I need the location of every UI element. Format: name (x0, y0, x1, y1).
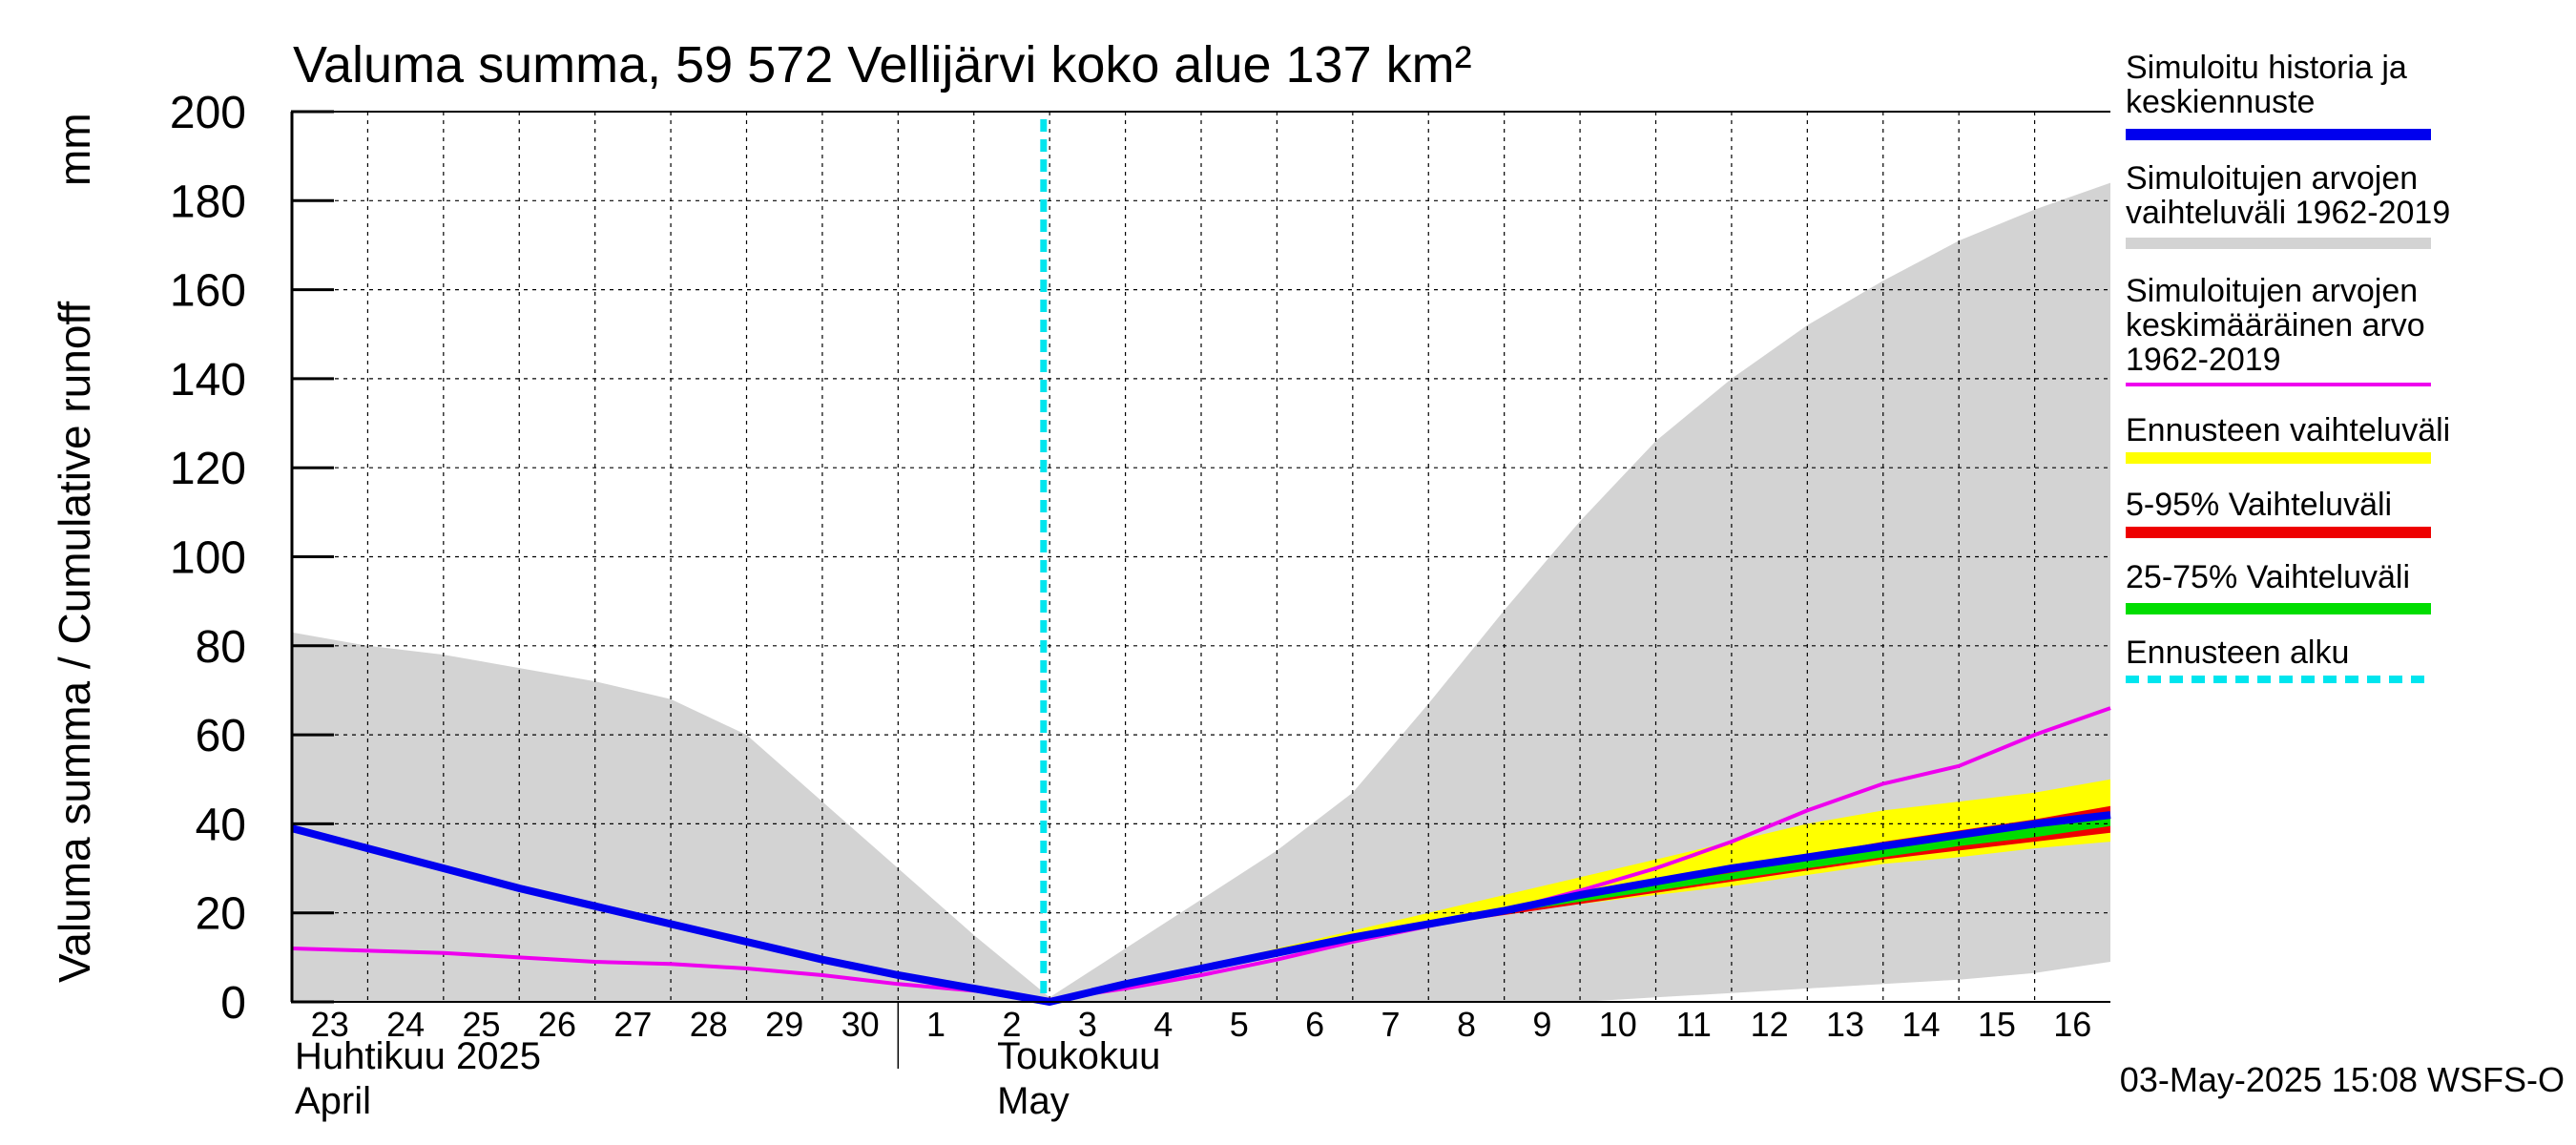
x-tick-label: 26 (538, 1005, 576, 1044)
legend-label: 5-95% Vaihteluväli (2126, 487, 2392, 523)
footer-timestamp: 03-May-2025 15:08 WSFS-O (2120, 1060, 2565, 1099)
x-tick-label: 7 (1381, 1005, 1401, 1044)
legend-label: Ennusteen alku (2126, 635, 2349, 671)
series-history-line (290, 811, 2111, 1006)
x-tick-label: 14 (1901, 1005, 1940, 1044)
x-tick-label: 3 (1078, 1005, 1097, 1044)
y-axis-unit: mm (50, 113, 99, 186)
x-tick-label: 6 (1305, 1005, 1324, 1044)
legend-label: keskimääräinen arvo (2126, 307, 2425, 344)
legend-label: vaihteluväli 1962-2019 (2126, 195, 2450, 231)
legend-label: Ennusteen vaihteluväli (2126, 412, 2450, 448)
month-label-fi: Huhtikuu 2025 (295, 1035, 541, 1077)
y-tick-label: 80 (196, 622, 246, 673)
band-0 (292, 182, 2110, 1003)
y-tick-label: 140 (170, 355, 246, 406)
x-tick-label: 11 (1676, 1005, 1712, 1044)
legend-label: Simuloitujen arvojen (2126, 160, 2418, 197)
month-label-fi: Toukokuu (997, 1035, 1160, 1077)
x-tick-label: 16 (2053, 1005, 2091, 1044)
x-tick-label: 2 (1002, 1005, 1021, 1044)
x-tick-label: 1 (926, 1005, 945, 1044)
series-mean-line (291, 706, 2111, 1002)
band-3 (1049, 815, 2110, 1002)
y-tick-label: 160 (170, 266, 246, 317)
month-label-en: May (997, 1080, 1070, 1122)
legend-label: 1962-2019 (2126, 342, 2281, 378)
line-layer (290, 119, 2111, 1006)
x-tick-label: 25 (463, 1005, 501, 1044)
x-tick-label: 5 (1230, 1005, 1249, 1044)
y-axis-label: Valuma summa / Cumulative runoff (50, 302, 99, 983)
x-tick-label: 24 (386, 1005, 425, 1044)
y-tick-label: 180 (170, 177, 246, 227)
chart-title: Valuma summa, 59 572 Vellijärvi koko alu… (293, 36, 1472, 94)
month-label-en: April (295, 1080, 371, 1122)
x-tick-label: 29 (765, 1005, 803, 1044)
y-tick-label: 20 (196, 889, 246, 940)
legend-label: keskiennuste (2126, 84, 2315, 120)
grid-layer (292, 112, 2110, 1002)
y-tick-label: 120 (170, 444, 246, 494)
x-tick-label: 12 (1751, 1005, 1789, 1044)
y-tick-label: 0 (220, 978, 246, 1029)
x-tick-label: 28 (690, 1005, 728, 1044)
legend-label: Simuloitujen arvojen (2126, 273, 2418, 309)
legend-label: 25-75% Vaihteluväli (2126, 559, 2410, 595)
x-tick-label: 15 (1978, 1005, 2016, 1044)
x-tick-label: 27 (613, 1005, 652, 1044)
y-tick-label: 200 (170, 88, 246, 138)
x-tick-label: 30 (841, 1005, 880, 1044)
y-tick-label: 100 (170, 533, 246, 584)
y-tick-label: 60 (196, 711, 246, 761)
y-tick-label: 40 (196, 800, 246, 850)
x-tick-label: 9 (1532, 1005, 1551, 1044)
x-tick-label: 13 (1826, 1005, 1864, 1044)
x-tick-label: 8 (1457, 1005, 1476, 1044)
x-tick-label: 10 (1599, 1005, 1637, 1044)
x-tick-label: 4 (1153, 1005, 1173, 1044)
x-tick-label: 23 (311, 1005, 349, 1044)
legend-label: Simuloitu historia ja (2126, 50, 2407, 86)
